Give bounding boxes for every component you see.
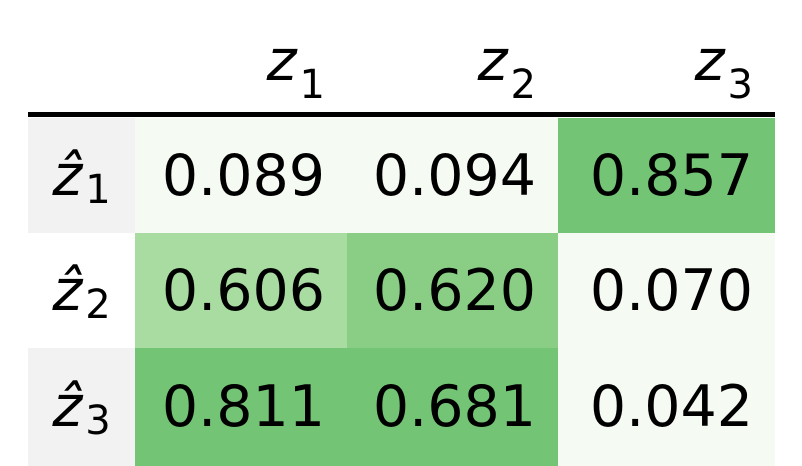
- subscript: 1: [299, 62, 325, 108]
- symbol: ẑ: [52, 142, 83, 209]
- cell: 0.070: [558, 233, 775, 348]
- cell: 0.042: [558, 348, 775, 466]
- subscript: 3: [727, 62, 753, 108]
- symbol: ẑ: [52, 257, 83, 324]
- symbol: z: [477, 28, 508, 94]
- cell: 0.089: [135, 118, 347, 233]
- header-rule: [28, 112, 775, 117]
- symbol: z: [266, 28, 297, 94]
- cell: 0.857: [558, 118, 775, 233]
- cell: 0.681: [347, 348, 558, 466]
- subscript: 2: [510, 62, 536, 108]
- symbol: z: [694, 28, 725, 94]
- cell: 0.811: [135, 348, 347, 466]
- cell: 0.620: [347, 233, 558, 348]
- symbol: ẑ: [52, 374, 83, 440]
- cell: 0.094: [347, 118, 558, 233]
- subscript: 1: [85, 166, 111, 213]
- subscript: 3: [85, 398, 111, 444]
- subscript: 2: [85, 281, 111, 328]
- cell: 0.606: [135, 233, 347, 348]
